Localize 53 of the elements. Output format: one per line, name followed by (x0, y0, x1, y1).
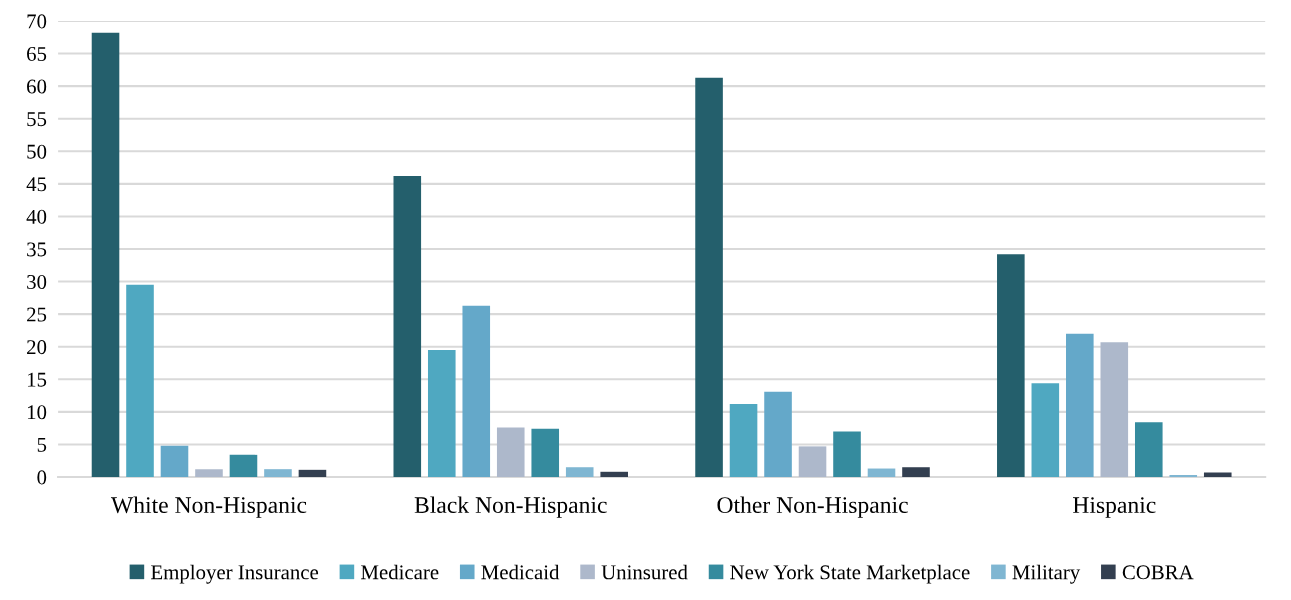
bar (531, 428, 560, 477)
bar (600, 471, 629, 477)
bar (565, 467, 594, 477)
y-tick-label: 5 (37, 438, 47, 452)
y-tick-label: 20 (27, 340, 47, 355)
legend-label: Employer Insurance (151, 564, 319, 584)
bar (126, 284, 154, 477)
bar (867, 468, 896, 477)
bar (160, 445, 189, 477)
bar (393, 176, 422, 477)
y-tick-label: 10 (27, 405, 47, 420)
bar (997, 254, 1025, 477)
legend-label: Medicaid (481, 564, 560, 580)
legend-label: Medicare (361, 564, 439, 580)
bar (1134, 422, 1163, 477)
x-tick-label: Hispanic (1073, 497, 1156, 518)
y-tick-label: 50 (27, 144, 47, 159)
x-tick-label: White Non-Hispanic (110, 496, 307, 518)
y-tick-label: 45 (26, 177, 47, 192)
bar (298, 469, 327, 477)
bar (496, 427, 525, 477)
x-tick-label: Black Non-Hispanic (414, 496, 607, 518)
bar (1066, 333, 1094, 477)
bar (833, 431, 861, 477)
y-tick-label: 30 (27, 274, 47, 289)
bar (695, 77, 723, 477)
y-tick-label: 70 (27, 14, 47, 29)
bar (229, 454, 258, 477)
bar (1203, 472, 1232, 477)
y-tick-label: 40 (26, 209, 47, 224)
bar (902, 467, 930, 477)
bar (91, 32, 120, 477)
bar (764, 391, 792, 477)
y-tick-label: 55 (27, 112, 47, 127)
y-tick-label: 65 (27, 47, 47, 61)
legend-label: Military (1012, 564, 1081, 584)
bar (462, 305, 491, 477)
y-tick-label: 15 (27, 372, 47, 387)
bar (195, 469, 223, 477)
legend-label: Uninsured (601, 564, 688, 580)
bar (729, 404, 758, 477)
legend-label: COBRA (1122, 565, 1194, 580)
y-tick-label: 25 (27, 307, 47, 322)
y-tick-label: 60 (27, 79, 47, 94)
bar (264, 469, 292, 477)
y-tick-label: 35 (27, 242, 47, 257)
bar (798, 446, 827, 477)
bar (1100, 342, 1129, 477)
legend-label: New York State Marketplace (730, 564, 970, 584)
x-tick-label: Other Non-Hispanic (717, 496, 908, 518)
y-tick-label: 0 (37, 470, 47, 485)
bar (427, 349, 456, 477)
bar (1031, 383, 1060, 477)
